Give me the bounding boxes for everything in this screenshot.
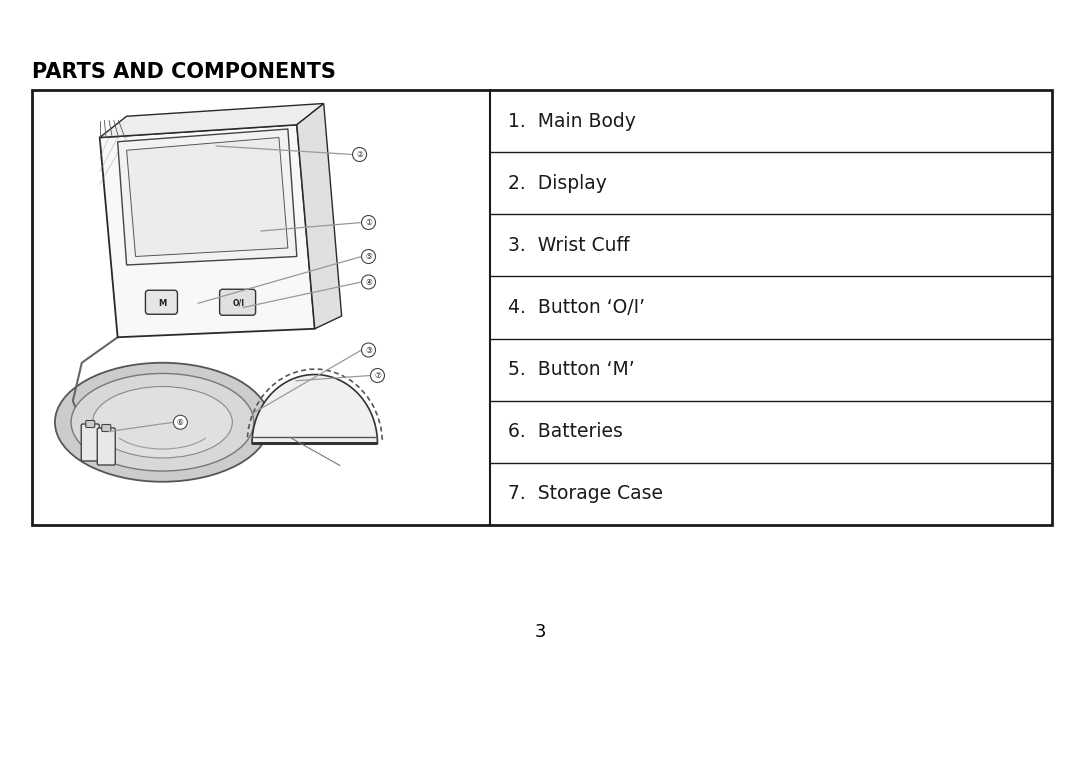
Bar <box>32 90 1052 525</box>
Text: 3.  Wrist Cuff: 3. Wrist Cuff <box>508 236 630 255</box>
Text: ⑤: ⑤ <box>365 252 372 261</box>
Polygon shape <box>126 137 288 256</box>
Text: ④: ④ <box>365 278 372 286</box>
Ellipse shape <box>71 373 254 471</box>
FancyBboxPatch shape <box>97 428 116 465</box>
Text: 2.  Display: 2. Display <box>508 174 607 193</box>
Circle shape <box>370 369 384 382</box>
Circle shape <box>352 147 366 162</box>
Circle shape <box>174 415 187 430</box>
Polygon shape <box>118 129 297 265</box>
FancyBboxPatch shape <box>102 424 111 432</box>
Circle shape <box>362 215 376 230</box>
Text: 4.  Button ‘O/I’: 4. Button ‘O/I’ <box>508 298 645 317</box>
Text: O/I: O/I <box>232 299 245 307</box>
Polygon shape <box>252 375 378 443</box>
Polygon shape <box>297 104 341 329</box>
FancyBboxPatch shape <box>146 290 177 314</box>
Text: PARTS AND COMPONENTS: PARTS AND COMPONENTS <box>32 62 336 82</box>
Text: 1.  Main Body: 1. Main Body <box>508 111 636 130</box>
Polygon shape <box>99 104 324 137</box>
FancyBboxPatch shape <box>219 289 256 315</box>
Ellipse shape <box>55 362 270 481</box>
Text: 5.  Button ‘M’: 5. Button ‘M’ <box>508 360 635 379</box>
Circle shape <box>362 343 376 357</box>
Text: ③: ③ <box>365 346 372 355</box>
FancyBboxPatch shape <box>81 424 99 461</box>
Text: 3: 3 <box>535 623 545 641</box>
Text: ②: ② <box>356 150 363 159</box>
Circle shape <box>362 250 376 263</box>
Circle shape <box>362 275 376 289</box>
Text: M: M <box>159 299 166 307</box>
Text: ①: ① <box>365 218 372 227</box>
Text: ⑦: ⑦ <box>374 371 381 380</box>
Text: ⑥: ⑥ <box>177 418 184 427</box>
Text: 7.  Storage Case: 7. Storage Case <box>508 485 663 504</box>
FancyBboxPatch shape <box>85 420 95 427</box>
Polygon shape <box>99 124 314 337</box>
Text: 6.  Batteries: 6. Batteries <box>508 422 623 441</box>
Ellipse shape <box>93 387 232 458</box>
